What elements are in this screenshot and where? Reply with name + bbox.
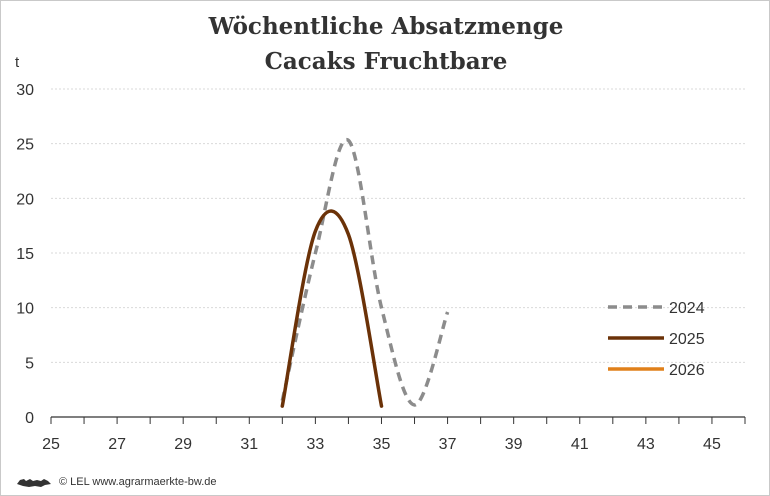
lion-logo-icon bbox=[17, 479, 51, 487]
footer-credit: © LEL www.agrarmaerkte-bw.de bbox=[59, 476, 217, 488]
legend-label-2025: 2025 bbox=[669, 331, 705, 348]
chart-subtitle: Cacaks Fruchtbare bbox=[264, 48, 508, 75]
axes bbox=[50, 416, 746, 424]
x-tick-label-25: 25 bbox=[42, 436, 60, 453]
x-tick-label-37: 37 bbox=[439, 436, 457, 453]
series-line-2024 bbox=[280, 138, 450, 407]
y-axis-label: t bbox=[15, 54, 20, 71]
series-line-2025 bbox=[280, 209, 384, 408]
x-tick-label-43: 43 bbox=[637, 436, 655, 453]
x-tick-label-31: 31 bbox=[240, 436, 258, 453]
x-tick-label-39: 39 bbox=[505, 436, 523, 453]
footer: © LEL www.agrarmaerkte-bw.de bbox=[15, 475, 217, 489]
legend-label-2026: 2026 bbox=[669, 362, 705, 379]
legend: 2024 2025 2026 bbox=[608, 300, 705, 379]
x-tick-label-45: 45 bbox=[703, 436, 721, 453]
x-tick-label-27: 27 bbox=[108, 436, 126, 453]
y-tick-label-30: 30 bbox=[16, 82, 34, 99]
y-tick-label-25: 25 bbox=[16, 137, 34, 154]
y-tick-label-0: 0 bbox=[25, 410, 34, 427]
x-tick-label-35: 35 bbox=[373, 436, 391, 453]
x-tick-label-41: 41 bbox=[571, 436, 589, 453]
legend-label-2024: 2024 bbox=[669, 300, 705, 317]
y-tick-label-15: 15 bbox=[16, 246, 34, 263]
y-tick-label-5: 5 bbox=[25, 355, 34, 372]
series-lines bbox=[280, 138, 450, 408]
y-tick-label-20: 20 bbox=[16, 191, 34, 208]
x-tick-label-29: 29 bbox=[174, 436, 192, 453]
gridlines bbox=[51, 88, 745, 363]
y-tick-label-10: 10 bbox=[16, 301, 34, 318]
chart-title: Wöchentliche Absatzmenge bbox=[208, 13, 564, 40]
x-tick-label-33: 33 bbox=[306, 436, 324, 453]
